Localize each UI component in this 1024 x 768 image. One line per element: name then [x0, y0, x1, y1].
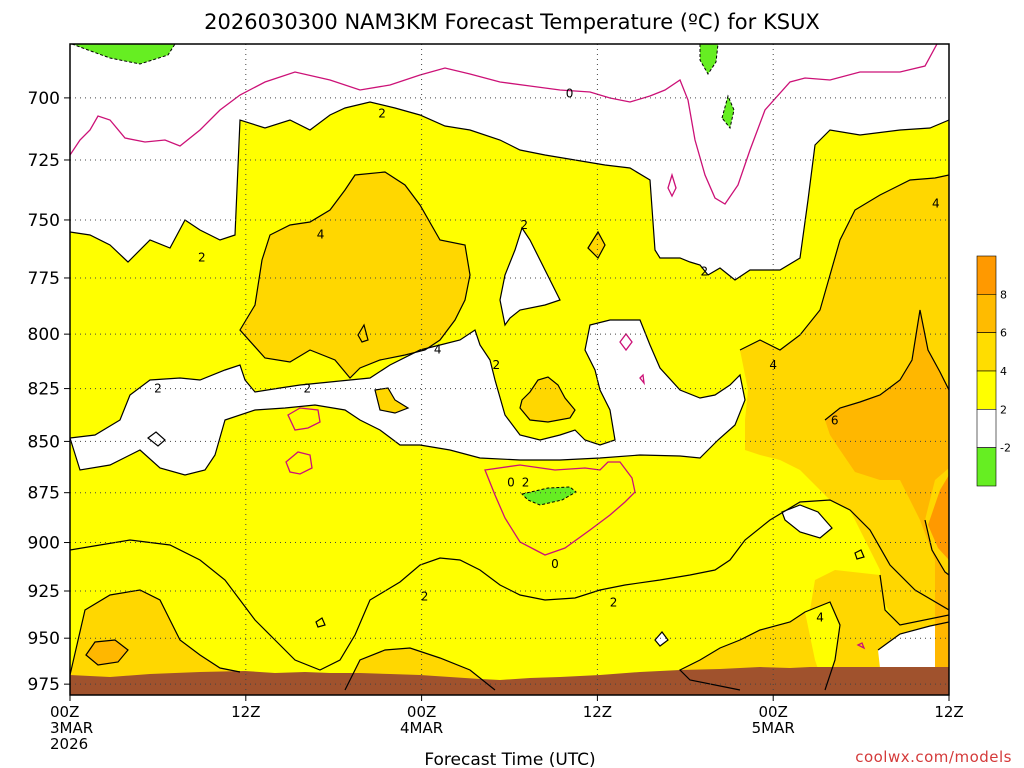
colorbar-tick-label: -2: [1000, 442, 1011, 455]
contour-label: 0: [551, 557, 559, 571]
contour-label: 2: [421, 590, 429, 604]
plot-frame: [69, 43, 950, 696]
contour-label: 2: [492, 358, 500, 372]
temp-region-8plus: [928, 475, 949, 560]
contour-lines-negative: [71, 44, 735, 506]
contour-label: 4: [816, 610, 824, 624]
contour-label: 0: [566, 86, 574, 100]
x-tick-label: 5MAR: [752, 719, 795, 737]
y-tick-label: 975: [28, 675, 60, 695]
x-tick-label: 00Z: [407, 703, 436, 721]
y-axis: 700 725 750 775 800 825 850 875 900 925 950 975: [28, 89, 70, 695]
colorbar-legend: -2 2 4 6 8: [976, 255, 1011, 487]
contour-lines-zero: [70, 44, 938, 650]
y-tick-label: 775: [28, 269, 60, 289]
y-tick-label: 850: [28, 432, 60, 452]
contour-label: 2: [154, 382, 162, 396]
x-tick-label: 00Z: [50, 703, 79, 721]
temp-region-0to2-pocket: [500, 228, 668, 646]
x-tick-label: 12Z: [583, 703, 612, 721]
y-tick-label: 725: [28, 151, 60, 171]
contour-label: 2: [378, 106, 386, 120]
colorbar-swatch: [976, 408, 997, 448]
colorbar-swatch: [976, 332, 997, 372]
colorbar-swatch: [976, 370, 997, 410]
y-tick-label: 800: [28, 325, 60, 345]
contour-label: 2: [610, 595, 618, 609]
y-tick-label: 825: [28, 380, 60, 400]
contour-label: 2: [701, 264, 709, 278]
contour-label: 2: [520, 218, 528, 232]
colorbar-tick-label: 4: [1000, 365, 1007, 378]
grid-lines: [70, 44, 949, 695]
contour-label: 2: [198, 251, 206, 265]
colorbar-tick-label: 2: [1000, 403, 1007, 416]
contour-label: 2: [304, 382, 312, 396]
y-tick-label: 750: [28, 211, 60, 231]
chart-title: 2026030300 NAM3KM Forecast Temperature (…: [204, 10, 820, 34]
x-tick-label: 12Z: [231, 703, 260, 721]
x-tick-label: 4MAR: [400, 719, 443, 737]
colorbar-tick-label: 6: [1000, 327, 1007, 340]
temp-region-0to2-pocket-east: [782, 505, 949, 670]
credit-text: coolwx.com/models: [855, 748, 1012, 766]
x-tick-label: 00Z: [759, 703, 788, 721]
contour-label: 6: [831, 414, 839, 428]
colorbar-tick-label: 8: [1000, 288, 1007, 301]
contour-label: 4: [317, 227, 325, 241]
contour-label: 4: [434, 343, 442, 357]
y-tick-label: 700: [28, 89, 60, 109]
x-tick-label: 2026: [50, 735, 88, 753]
y-tick-label: 950: [28, 629, 60, 649]
contour-label: 4: [932, 197, 940, 211]
x-axis-label: Forecast Time (UTC): [424, 750, 595, 768]
contour-label: 2: [522, 476, 530, 490]
x-tick-label: 3MAR: [50, 719, 93, 737]
y-tick-label: 900: [28, 534, 60, 554]
contour-label: 0: [507, 476, 515, 490]
y-tick-label: 925: [28, 582, 60, 602]
colorbar-swatch: [976, 293, 997, 333]
x-tick-label: 12Z: [934, 703, 963, 721]
contour-lines-positive: [70, 101, 949, 691]
colorbar-swatch: [976, 255, 997, 295]
temp-region-4to6: [70, 172, 949, 695]
colorbar-swatch: [976, 447, 997, 487]
y-tick-label: 875: [28, 484, 60, 504]
contour-label: 4: [769, 358, 777, 372]
